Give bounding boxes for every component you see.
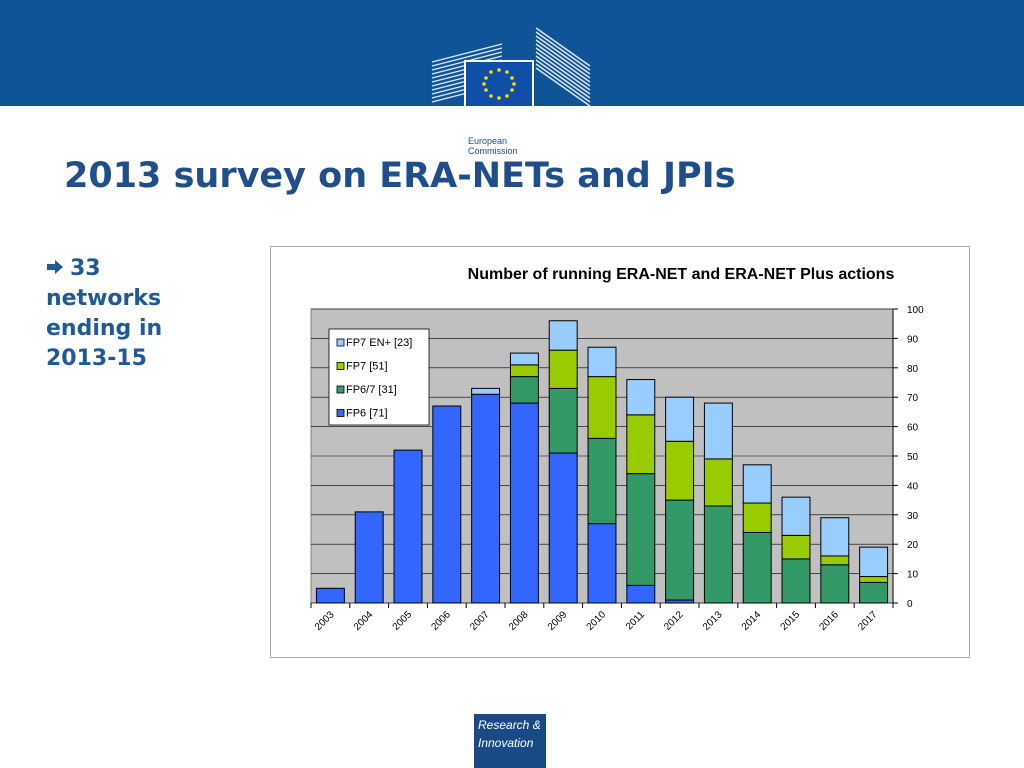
bar-segment xyxy=(781,496,811,536)
legend-label: FP6/7 [31] xyxy=(346,384,397,396)
bar-segment xyxy=(703,458,733,507)
y-tick-label: 90 xyxy=(907,334,919,345)
legend-label: FP7 [51] xyxy=(346,361,388,373)
badge-line-2: Innovation xyxy=(478,736,534,750)
bar-segment xyxy=(820,517,850,557)
bar-segment xyxy=(781,534,811,560)
bar-segment xyxy=(626,414,656,475)
bar-segment xyxy=(859,546,889,578)
european-commission-logo: European Commission xyxy=(430,26,592,166)
y-tick-label: 10 xyxy=(907,570,919,581)
bullet-point: 33 networks ending in 2013-15 xyxy=(46,254,226,374)
bar-segment xyxy=(665,499,695,601)
bullet-line-2: networks xyxy=(46,286,162,311)
bar-segment xyxy=(859,581,889,604)
bar-segment xyxy=(548,452,578,604)
x-tick-label: 2010 xyxy=(585,609,609,633)
legend-box xyxy=(328,328,430,426)
x-tick-label: 2011 xyxy=(624,609,647,632)
bullet-line-4: 2013-15 xyxy=(46,346,147,371)
x-tick-label: 2016 xyxy=(817,609,841,633)
x-tick-label: 2015 xyxy=(779,609,803,633)
y-tick-label: 30 xyxy=(907,511,919,522)
x-tick-label: 2007 xyxy=(468,609,492,633)
legend-swatch xyxy=(336,338,345,347)
bar-segment xyxy=(820,555,850,566)
bar-segment xyxy=(742,502,772,533)
bar-segment xyxy=(548,387,578,454)
bar-segment xyxy=(781,558,811,604)
x-tick-label: 2004 xyxy=(352,609,376,633)
stacked-bar-chart: Number of running ERA-NET and ERA-NET Pl… xyxy=(310,266,924,633)
chart-title: Number of running ERA-NET and ERA-NET Pl… xyxy=(468,266,895,283)
x-tick-label: 2012 xyxy=(662,609,686,633)
bar-segment xyxy=(471,393,501,604)
bar-segment xyxy=(587,523,617,604)
x-tick-label: 2009 xyxy=(546,609,570,633)
badge-line-1: Research & xyxy=(478,718,541,732)
legend-label: FP6 [71] xyxy=(346,408,388,420)
x-tick-label: 2003 xyxy=(313,609,337,633)
legend-label: FP7 EN+ [23] xyxy=(346,337,412,349)
x-tick-label: 2006 xyxy=(429,609,453,633)
legend-swatch xyxy=(336,409,345,417)
bar-segment xyxy=(393,449,423,604)
bar-segment xyxy=(509,364,539,378)
bar-segment xyxy=(509,352,539,366)
bar-segment xyxy=(315,587,345,604)
y-tick-label: 40 xyxy=(907,481,919,492)
x-tick-label: 2017 xyxy=(856,609,880,633)
y-tick-label: 50 xyxy=(907,452,919,463)
y-tick-label: 0 xyxy=(907,599,913,610)
organisation-name: European Commission xyxy=(464,108,534,166)
right-arrow-icon xyxy=(46,254,64,284)
bar-segment xyxy=(665,396,695,442)
y-tick-label: 20 xyxy=(907,540,919,551)
bar-segment xyxy=(859,576,889,583)
bar-segment xyxy=(742,531,772,604)
y-tick-label: 100 xyxy=(907,305,924,316)
org-name-line-1: European xyxy=(468,136,508,146)
bullet-line-1: 33 xyxy=(70,256,101,281)
bar-segment xyxy=(703,402,733,460)
page-title: 2013 survey on ERA-NETs and JPIs xyxy=(64,156,736,196)
x-tick-label: 2013 xyxy=(701,609,725,633)
org-name-line-2: Commission xyxy=(468,146,518,156)
legend-swatch xyxy=(336,385,345,394)
bar-segment xyxy=(626,584,656,604)
bar-segment xyxy=(626,473,656,586)
berlaymont-building-icon xyxy=(431,27,591,108)
bar-segment xyxy=(354,511,384,604)
y-tick-label: 80 xyxy=(907,364,919,375)
bar-segment xyxy=(626,379,656,416)
chart-frame: Number of running ERA-NET and ERA-NET Pl… xyxy=(270,246,970,658)
y-tick-label: 70 xyxy=(907,393,919,404)
bar-segment xyxy=(548,349,578,389)
research-innovation-badge: Research & Innovation xyxy=(474,714,546,768)
bar-segment xyxy=(665,440,695,501)
bar-segment xyxy=(587,437,617,525)
x-tick-label: 2005 xyxy=(391,609,415,633)
bullet-line-3: ending in xyxy=(46,316,163,341)
x-tick-label: 2014 xyxy=(740,609,764,633)
bar-segment xyxy=(587,376,617,439)
y-tick-label: 60 xyxy=(907,423,919,434)
legend-swatch xyxy=(336,362,345,370)
bar-segment xyxy=(703,505,733,604)
bar-segment xyxy=(548,320,578,351)
bar-segment xyxy=(509,376,539,404)
bar-segment xyxy=(587,346,617,378)
bar-segment xyxy=(471,387,501,395)
bar-segment xyxy=(509,402,539,604)
bar-segment xyxy=(432,405,462,604)
bar-segment xyxy=(820,564,850,604)
bar-segment xyxy=(742,464,772,504)
x-tick-label: 2008 xyxy=(507,609,531,633)
